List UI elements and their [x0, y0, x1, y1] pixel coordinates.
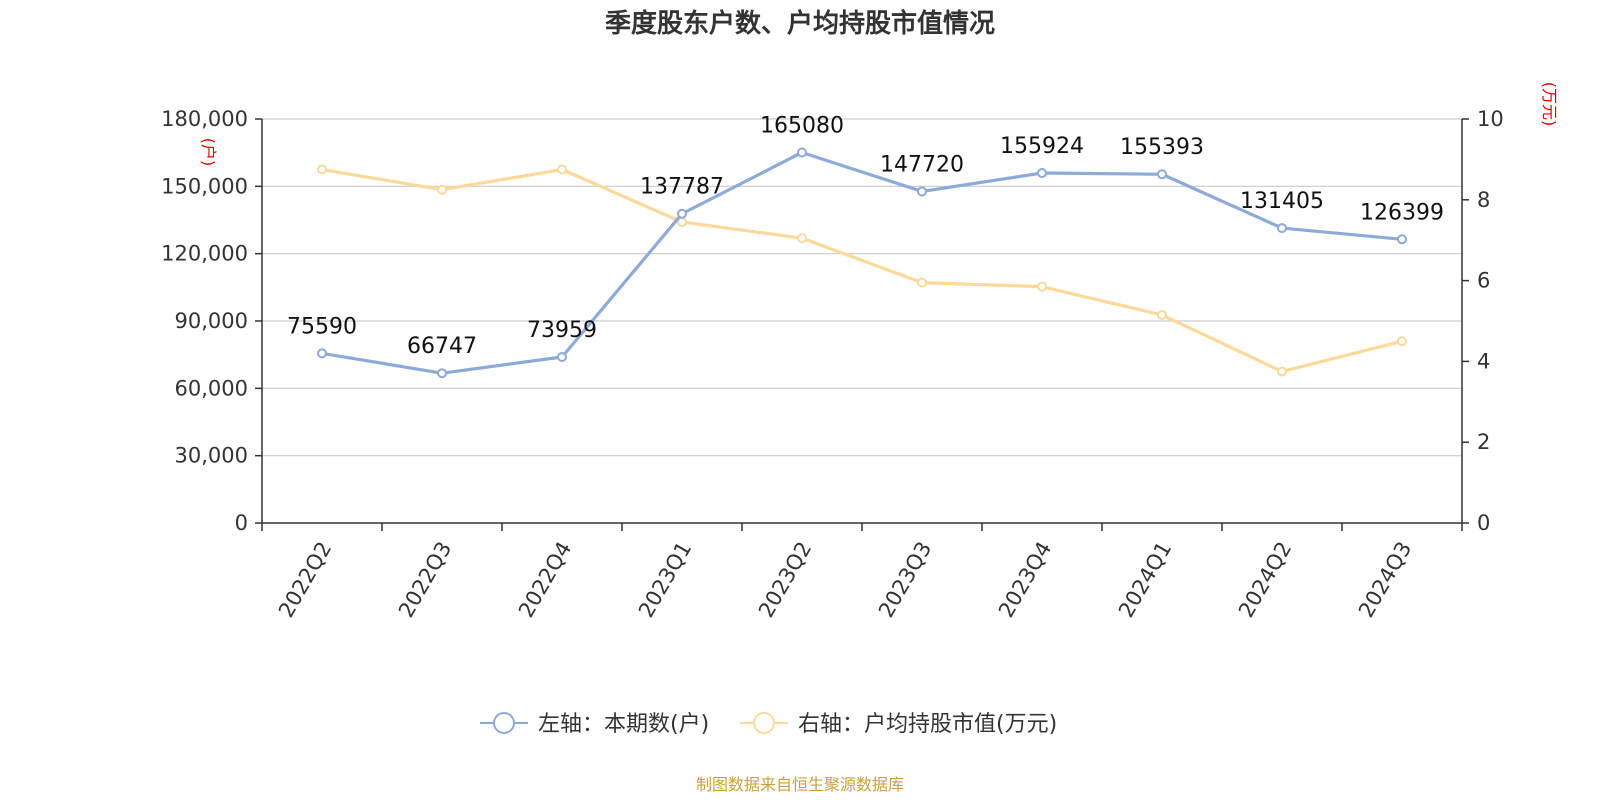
left-tick-label: 0	[235, 511, 248, 535]
left-tick-label: 60,000	[175, 376, 248, 400]
avg-market-value-point	[437, 184, 447, 195]
avg-market-value-point	[1277, 366, 1287, 377]
data-label: 75590	[287, 314, 357, 339]
x-tick-label: 2022Q4	[514, 538, 576, 622]
x-axis: 2022Q2 2022Q3 2022Q4 2023Q1 2023Q2 2023Q3 2023…	[261, 523, 1463, 622]
series-lines	[317, 147, 1407, 379]
x-tick-label: 2022Q2	[274, 538, 336, 622]
left-axis-unit: (户)	[199, 138, 218, 167]
data-label: 66747	[407, 334, 477, 359]
right-y-axis: 0 2 4 6 8 10 (万元)	[1462, 82, 1559, 535]
legend: 左轴：本期数(户) 右轴：户均持股市值(万元)	[480, 712, 1057, 737]
left-tick-label: 180,000	[161, 107, 248, 131]
x-tick-label: 2024Q2	[1234, 538, 1296, 622]
avg-market-value-point	[317, 164, 327, 175]
right-tick-label: 10	[1477, 107, 1504, 131]
right-tick-label: 8	[1477, 188, 1490, 212]
shareholder-count-line	[321, 150, 1403, 375]
x-tick-label: 2023Q4	[994, 538, 1056, 622]
data-label: 73959	[527, 318, 597, 343]
data-label: 165080	[760, 113, 844, 138]
avg-market-value-legend-label: 右轴：户均持股市值(万元)	[798, 712, 1057, 737]
shareholder-count-legend-label: 左轴：本期数(户)	[538, 712, 709, 737]
avg-market-value-point	[1157, 309, 1167, 320]
data-label: 155924	[1000, 134, 1084, 159]
avg-market-value-legend-marker	[753, 712, 775, 734]
data-label: 147720	[880, 152, 964, 177]
left-tick-label: 120,000	[161, 242, 248, 266]
left-y-axis: 0 30,000 60,000 90,000 120,000 150,000 180,000…	[161, 107, 262, 535]
shareholder-count-point	[317, 348, 327, 359]
x-tick-label: 2024Q3	[1354, 538, 1416, 622]
data-label: 155393	[1120, 135, 1204, 160]
left-tick-label: 90,000	[175, 309, 248, 333]
shareholder-count-point	[1397, 234, 1407, 245]
shareholder-count-point	[917, 186, 927, 197]
avg-market-value-point	[1397, 336, 1407, 347]
chart-title: 季度股东户数、户均持股市值情况	[605, 8, 995, 39]
shareholder-count-point	[1157, 169, 1167, 180]
shareholder-count-point	[437, 368, 447, 379]
shareholder-count-point	[1037, 168, 1047, 179]
shareholder-count-point	[797, 147, 807, 158]
avg-market-value-line	[321, 167, 1403, 374]
avg-market-value-point	[1037, 281, 1047, 292]
x-tick-label: 2023Q3	[874, 538, 936, 622]
right-tick-label: 2	[1477, 430, 1490, 454]
right-tick-label: 6	[1477, 269, 1490, 293]
grid-lines	[262, 118, 1462, 457]
avg-market-value-point	[917, 277, 927, 288]
left-tick-label: 30,000	[175, 444, 248, 468]
shareholder-count-point	[557, 352, 567, 363]
x-tick-label: 2024Q1	[1114, 538, 1176, 622]
data-label: 137787	[640, 175, 724, 200]
shareholder-count-point	[677, 208, 687, 219]
x-tick-label: 2022Q3	[394, 538, 456, 622]
avg-market-value-point	[557, 164, 567, 175]
shareholder-count-legend-marker	[493, 712, 515, 734]
data-label: 126399	[1360, 200, 1444, 225]
source-note: 制图数据来自恒生聚源数据库	[696, 775, 904, 794]
shareholder-count-point	[1277, 223, 1287, 234]
x-tick-label: 2023Q1	[634, 538, 696, 622]
data-labels: 75590 66747 73959 137787 165080 147720 155924 1…	[287, 113, 1444, 359]
right-axis-unit: (万元)	[1540, 82, 1559, 127]
data-label: 131405	[1240, 189, 1324, 214]
right-tick-label: 0	[1477, 511, 1490, 535]
avg-market-value-point	[797, 233, 807, 244]
right-tick-label: 4	[1477, 349, 1490, 373]
x-tick-label: 2023Q2	[754, 538, 816, 622]
left-tick-label: 150,000	[161, 174, 248, 198]
